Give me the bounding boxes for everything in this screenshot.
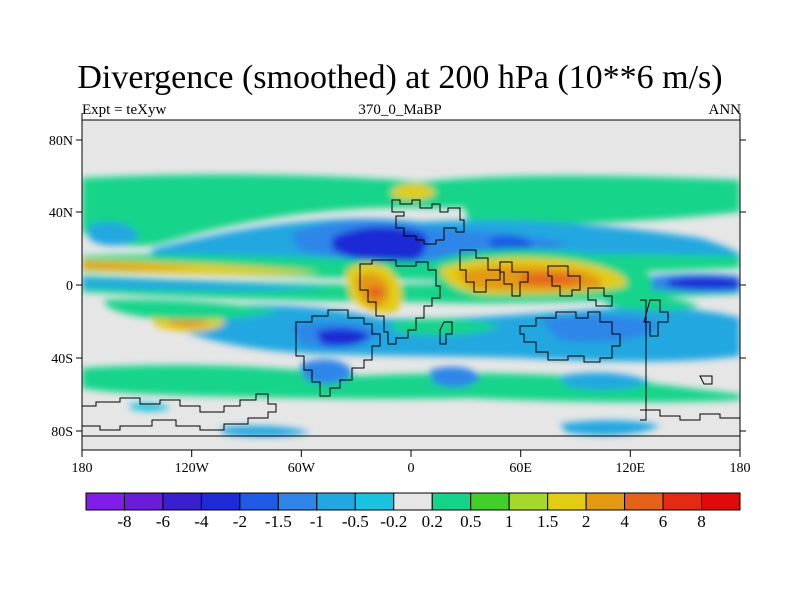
field-green-north-west — [82, 179, 230, 209]
lat-label-40n: 40N — [49, 206, 73, 221]
colorbar-box — [431, 492, 472, 511]
field-blue-antarctic-west — [220, 425, 310, 437]
colorbar-label: -0.2 — [380, 512, 407, 531]
field-red-africa — [368, 286, 384, 299]
experiment-label: Expt = teXyw — [82, 102, 167, 118]
colorbar-box — [316, 492, 356, 511]
colorbar-label: 4 — [620, 512, 629, 531]
lon-label-180e: 180 — [730, 461, 751, 476]
map-panel — [82, 120, 740, 450]
coastline-pacific-islands — [640, 299, 647, 421]
lon-ticks — [81, 113, 741, 457]
colorbar-label: 8 — [697, 512, 706, 531]
colorbar-box — [85, 492, 125, 511]
lon-label-180w: 180 — [72, 461, 93, 476]
field-red-indian — [520, 273, 586, 285]
colorbar: -8 -6 -4 -2 -1.5 -1 -0.5 -0.2 0.2 0.5 1 1.5 2 4 6 8 — [85, 492, 741, 531]
field-blue-southern-cell-2 — [430, 366, 480, 388]
lon-label-60w: 60W — [288, 461, 316, 476]
colorbar-label: -0.5 — [342, 512, 369, 531]
colorbar-label: -4 — [194, 512, 209, 531]
field-deep-blue-equator-east — [668, 277, 740, 290]
field-mid-blue-south-east — [540, 315, 660, 343]
coastline-australia — [519, 311, 621, 363]
lat-label-40s: 40S — [51, 352, 73, 367]
coastline-africa — [359, 259, 441, 345]
colorbar-box — [123, 492, 164, 511]
coastline-arabia — [459, 249, 501, 293]
lat-ticks — [76, 139, 746, 432]
colorbar-label: 1 — [505, 512, 514, 531]
colorbar-label: 6 — [659, 512, 668, 531]
lon-label-0: 0 — [408, 461, 415, 476]
field-green-south-mid — [390, 318, 500, 336]
lon-label-60e: 60E — [509, 461, 532, 476]
coastline-antarctica-east — [82, 409, 740, 437]
field-yellow-equator-west — [82, 260, 320, 275]
field-green-southern-band — [82, 365, 740, 403]
colorbar-box — [200, 492, 241, 511]
coastline-new-zealand — [643, 299, 669, 337]
lon-tick-labels: 180 120W 60W 0 60E 120E 180 — [72, 461, 751, 476]
colorbar-label: -1 — [310, 512, 324, 531]
field-orange-equator-west — [82, 262, 200, 270]
field-blue-southern-cell — [300, 359, 352, 385]
plot-title: Divergence (smoothed) at 200 hPa (10**6 … — [77, 59, 723, 96]
coastline-asia-southeast — [547, 265, 581, 297]
colorbar-label: -6 — [156, 512, 170, 531]
coastline-europe-africa-north — [391, 199, 465, 245]
colorbar-box — [508, 492, 549, 511]
colorbar-box — [547, 492, 587, 511]
colorbar-label: 0.5 — [460, 512, 481, 531]
coastline-south-islands — [699, 375, 713, 385]
colorbar-box — [470, 492, 510, 511]
colorbar-box — [701, 492, 741, 511]
lon-label-120e: 120E — [616, 461, 646, 476]
field-green-band-north-east — [460, 189, 740, 225]
field-blue-equator — [82, 278, 330, 292]
lon-label-120w: 120W — [175, 461, 210, 476]
colorbar-box — [585, 492, 626, 511]
coastline-south-america — [295, 309, 381, 397]
coastline-madagascar — [439, 321, 453, 345]
field-blue-southern-cell-3 — [560, 372, 650, 391]
colorbar-box — [393, 492, 433, 511]
colorbar-label: 1.5 — [537, 512, 558, 531]
field-green-south-west — [104, 299, 280, 320]
field-blue-antarctic-mid — [130, 403, 170, 411]
colorbar-box — [239, 492, 279, 511]
colorbar-box — [354, 492, 395, 511]
field-green-south-east — [600, 294, 700, 311]
colorbar-box — [162, 492, 202, 511]
lat-label-0: 0 — [66, 279, 73, 294]
field-deep-blue-south-west — [316, 328, 370, 346]
colorbar-label: -2 — [233, 512, 247, 531]
lat-tick-labels: 80N 40N 0 40S 80S — [49, 134, 73, 440]
field-deep-blue-east — [490, 235, 532, 253]
season-label: ANN — [708, 102, 742, 118]
coastline-india — [499, 261, 529, 297]
field-yellow-patch-north — [392, 184, 436, 200]
colorbar-label: 0.2 — [422, 512, 443, 531]
coastline-maritime-continent — [587, 287, 613, 307]
coastlines — [82, 199, 740, 437]
time-period-label: 370_0_MaBP — [358, 102, 442, 118]
coastline-antarctica — [82, 393, 277, 431]
colorbar-box — [662, 492, 703, 511]
lat-label-80n: 80N — [49, 134, 73, 149]
field-deep-blue-core — [332, 226, 427, 266]
lat-label-80s: 80S — [51, 425, 73, 440]
field-blue-west — [88, 221, 140, 246]
colorbar-label: -8 — [117, 512, 131, 531]
colorbar-box — [624, 492, 664, 511]
colorbar-box — [277, 492, 318, 511]
colorbar-label: -1.5 — [265, 512, 292, 531]
colorbar-label: 2 — [582, 512, 591, 531]
field-blue-antarctic-east — [560, 420, 660, 436]
